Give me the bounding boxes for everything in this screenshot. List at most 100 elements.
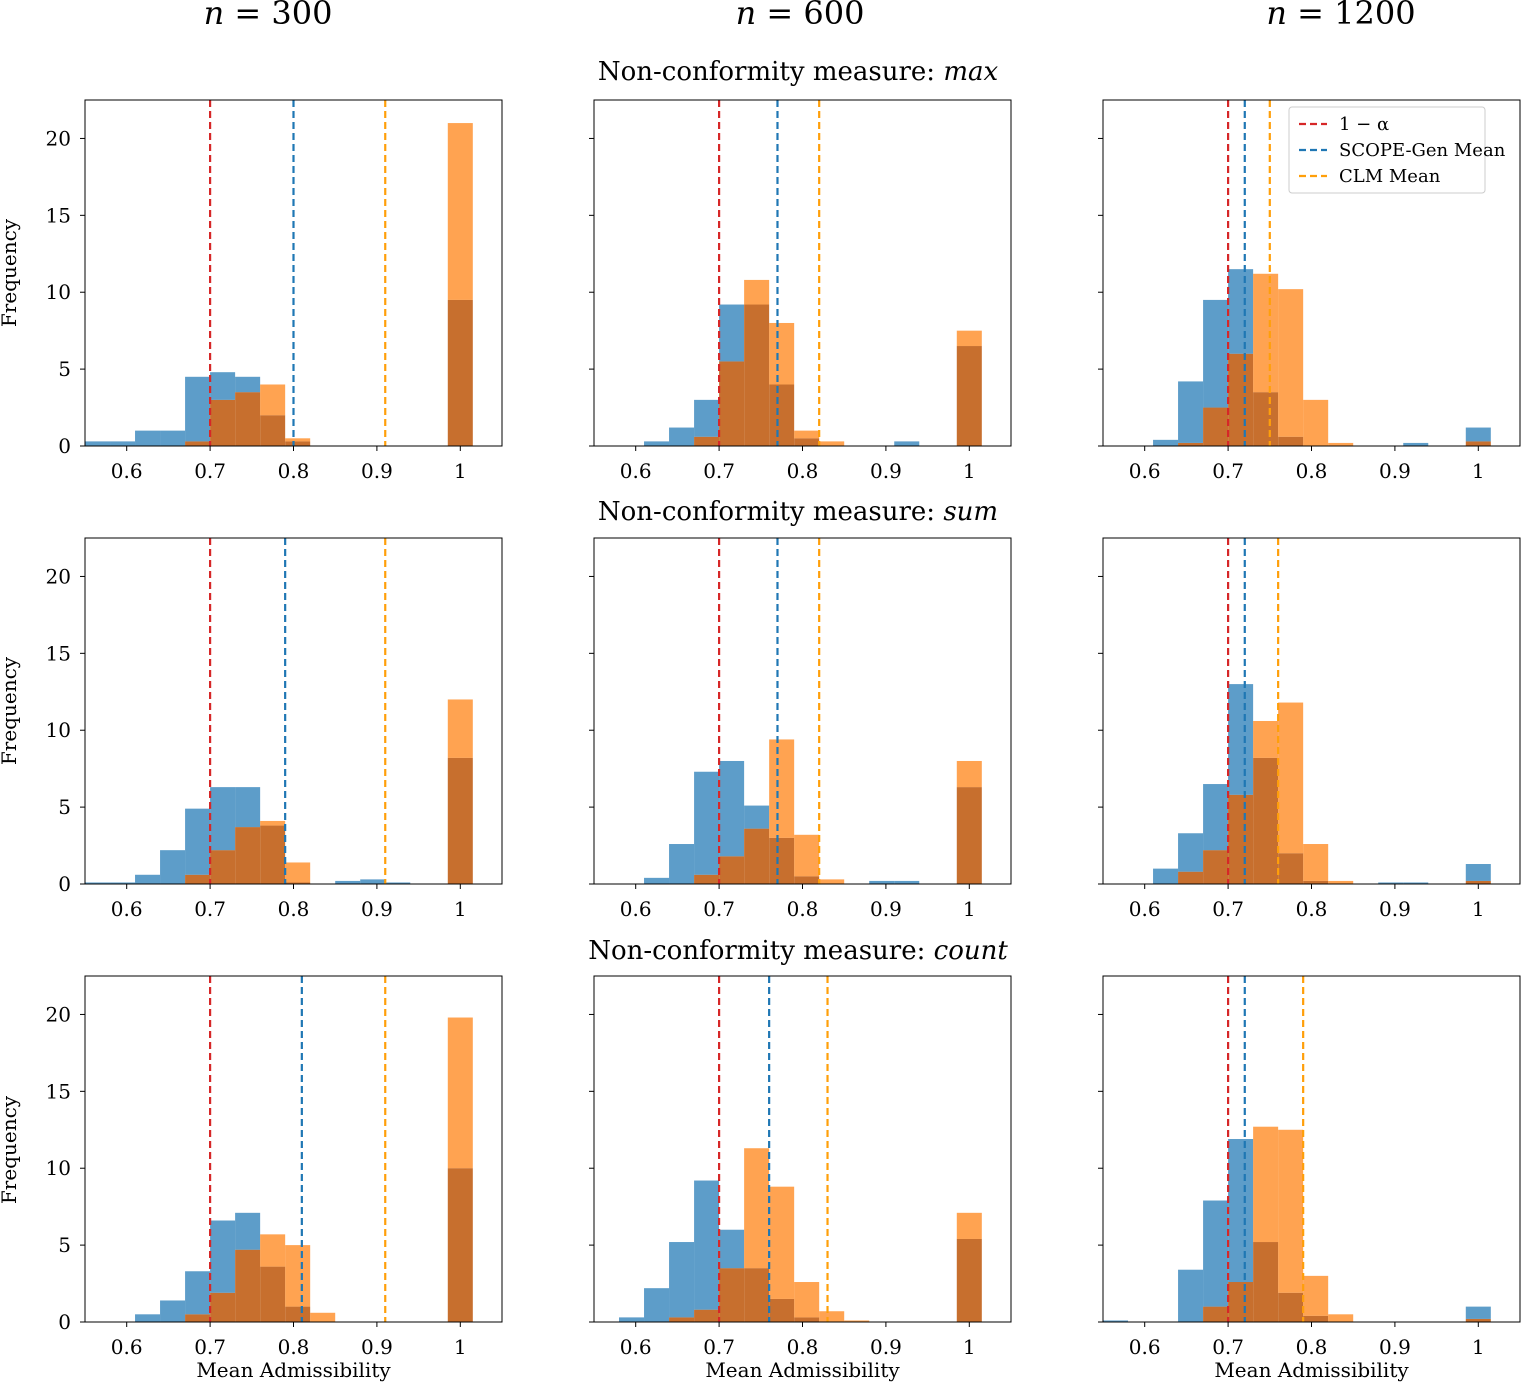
bar-scope-gen: [110, 441, 136, 446]
y-tick-label: 5: [58, 795, 71, 819]
bar-scope-gen: [185, 376, 211, 442]
bar-clm: [260, 384, 286, 416]
bar-overlap: [447, 1168, 473, 1322]
x-tick-label: 0.9: [1379, 897, 1411, 921]
bar-scope-gen: [694, 1180, 720, 1310]
bar-scope-gen: [1203, 299, 1229, 408]
bar-clm: [819, 441, 845, 446]
bar-scope-gen: [135, 430, 161, 446]
x-tick-label: 1: [454, 459, 467, 483]
bar-clm: [1328, 1314, 1354, 1322]
bar-clm: [744, 1148, 770, 1269]
x-tick-label: 1: [963, 459, 976, 483]
bar-overlap: [769, 837, 795, 884]
bar-overlap: [794, 438, 820, 446]
bar-overlap: [769, 1298, 795, 1322]
bar-overlap: [719, 856, 745, 884]
y-tick-label: 20: [46, 126, 71, 150]
legend: 1 − α SCOPE-Gen Mean CLM Mean: [1288, 106, 1506, 194]
bar-overlap: [447, 757, 473, 884]
bar-overlap: [1178, 871, 1204, 884]
bar-clm: [260, 820, 286, 826]
axes-frame: [1102, 537, 1521, 885]
x-tick-label: 0.7: [1212, 1335, 1244, 1359]
bar-overlap: [235, 392, 261, 446]
bar-overlap: [1253, 757, 1279, 884]
row-title: Non-conformity measure: count: [588, 936, 1008, 966]
row-title-measure: count: [934, 936, 1009, 966]
x-axis-label: Mean Admissibility: [705, 1358, 900, 1382]
panel-count-n600: 0.6 0.7 0.8 0.9 1: [589, 975, 1012, 1359]
bar-overlap: [694, 436, 720, 446]
bar-scope-gen: [719, 304, 745, 362]
bar-overlap: [719, 1268, 745, 1322]
x-tick-label: 1: [1472, 1335, 1485, 1359]
legend-box: [1288, 106, 1486, 194]
x-tick-label: 1: [454, 1335, 467, 1359]
bar-overlap: [694, 1309, 720, 1322]
axes-frame: [593, 99, 1012, 447]
bar-overlap: [235, 827, 261, 884]
x-tick-label: 0.7: [703, 1335, 735, 1359]
bar-overlap: [447, 299, 473, 446]
x-tick-label: 0.7: [194, 1335, 226, 1359]
bar-clm: [769, 1186, 795, 1299]
bar-overlap: [669, 1317, 695, 1322]
bar-overlap: [769, 384, 795, 446]
bar-scope-gen: [744, 805, 770, 829]
legend-entry: CLM Mean: [1339, 166, 1441, 187]
bar-overlap: [210, 850, 236, 884]
y-tick-label: 5: [58, 357, 71, 381]
x-tick-label: 0.6: [111, 459, 143, 483]
bar-scope-gen: [1178, 833, 1204, 872]
x-tick-label: 0.9: [1379, 1335, 1411, 1359]
bar-scope-gen: [644, 1288, 670, 1322]
bar-overlap: [794, 1317, 820, 1322]
x-tick-label: 1: [963, 1335, 976, 1359]
row-title-prefix: Non-conformity measure:: [588, 936, 933, 966]
bar-overlap: [1203, 1306, 1229, 1322]
x-tick-label: 0.6: [1129, 897, 1161, 921]
bar-overlap: [185, 441, 211, 446]
bar-scope-gen: [85, 441, 111, 446]
x-tick-label: 0.9: [1379, 459, 1411, 483]
bar-overlap: [260, 825, 286, 884]
y-axis-label: Frequency: [0, 218, 21, 327]
x-tick-label: 0.8: [1296, 1335, 1328, 1359]
x-tick-label: 1: [1472, 459, 1485, 483]
x-tick-label: 0.9: [870, 1335, 902, 1359]
bar-scope-gen: [669, 1242, 695, 1318]
x-axis-label: Mean Admissibility: [1214, 1358, 1409, 1382]
y-tick-label: 20: [46, 1002, 71, 1026]
legend-entry: 1 − α: [1339, 114, 1389, 135]
bar-overlap: [1278, 1292, 1304, 1322]
bar-clm: [794, 1282, 820, 1318]
x-tick-label: 1: [963, 897, 976, 921]
bar-overlap: [285, 882, 311, 884]
bar-overlap: [260, 415, 286, 446]
x-axis-label: Mean Admissibility: [196, 1358, 391, 1382]
bar-scope-gen: [1203, 1200, 1229, 1307]
x-tick-label: 0.6: [620, 1335, 652, 1359]
bar-overlap: [1303, 880, 1329, 884]
bar-scope-gen: [1378, 882, 1404, 884]
bar-overlap: [1278, 853, 1304, 884]
x-tick-label: 0.9: [870, 459, 902, 483]
bar-clm: [447, 123, 473, 300]
bar-overlap: [185, 874, 211, 884]
bar-scope-gen: [1178, 1269, 1204, 1322]
x-tick-label: 0.7: [1212, 897, 1244, 921]
bar-clm: [1253, 273, 1279, 393]
bar-scope-gen: [360, 879, 386, 884]
bar-overlap: [1228, 1282, 1254, 1322]
panel-sum-n1200: 0.6 0.7 0.8 0.9 1: [1098, 537, 1521, 921]
bar-overlap: [1228, 794, 1254, 884]
axes-frame: [84, 99, 503, 447]
bar-scope-gen: [160, 430, 186, 446]
x-tick-label: 0.9: [361, 1335, 393, 1359]
bar-scope-gen: [869, 880, 895, 884]
bar-overlap: [1465, 880, 1491, 884]
bar-scope-gen: [135, 874, 161, 884]
